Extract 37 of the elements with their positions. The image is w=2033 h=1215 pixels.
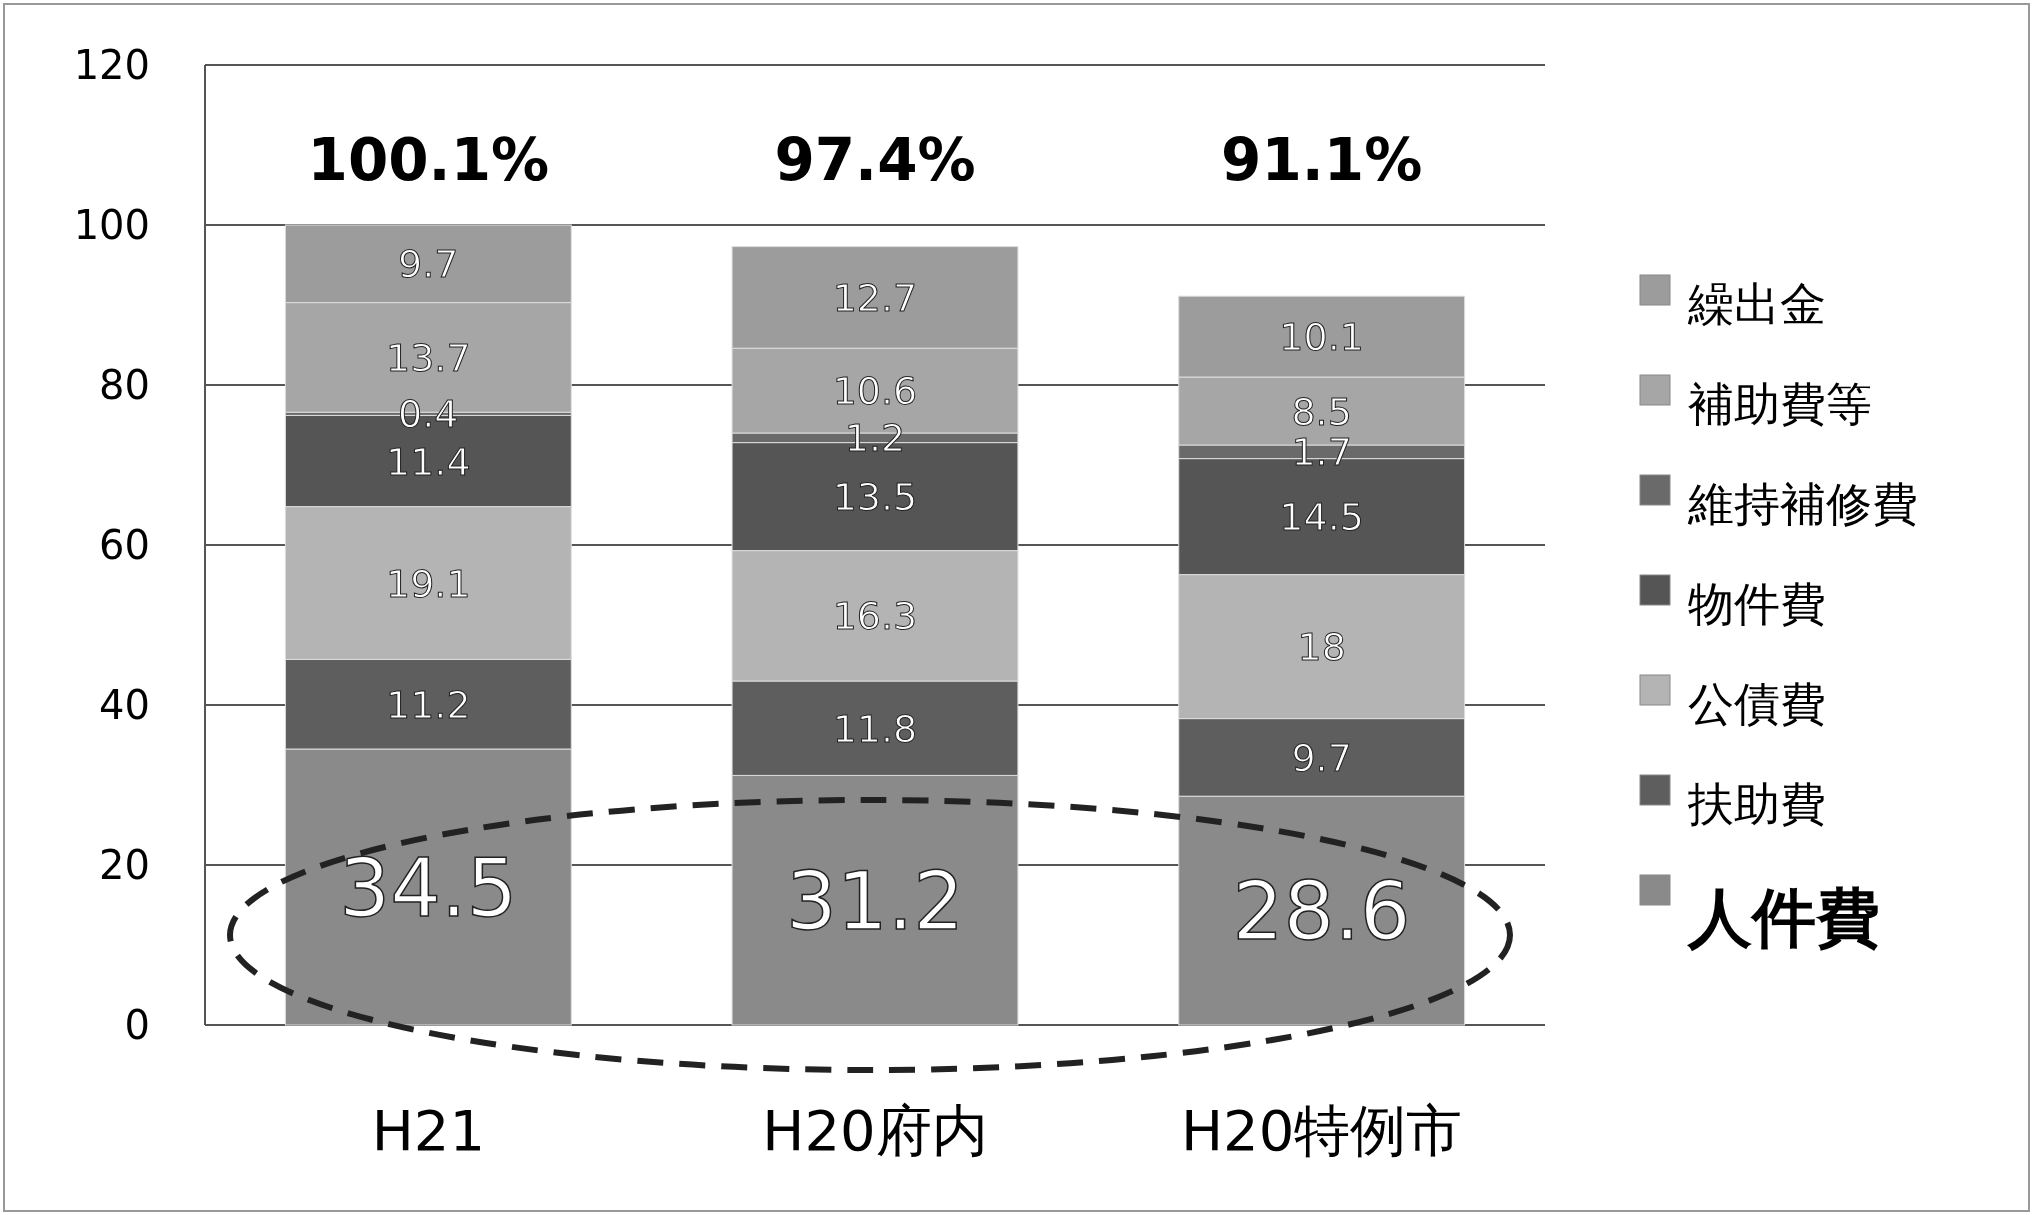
total-label: 97.4% xyxy=(774,126,976,194)
data-label: 9.7 xyxy=(398,242,459,287)
x-tick-label: H20府内 xyxy=(762,1098,988,1163)
legend-label: 人件費 xyxy=(1686,881,1880,955)
data-label: 13.5 xyxy=(832,475,918,520)
legend-label: 扶助費 xyxy=(1687,777,1826,831)
legend-label: 公債費 xyxy=(1688,677,1826,731)
legend-label: 繰出金 xyxy=(1687,277,1826,331)
legend-label: 維持補修費 xyxy=(1687,477,1918,531)
y-tick-label: 80 xyxy=(99,362,150,408)
data-label: 31.2 xyxy=(785,855,965,948)
y-tick-label: 0 xyxy=(124,1002,150,1048)
x-tick-label: H20特例市 xyxy=(1180,1098,1463,1163)
data-label: 16.3 xyxy=(832,594,918,639)
y-tick-label: 40 xyxy=(99,682,150,728)
data-label: 28.6 xyxy=(1232,865,1411,959)
legend-label: 補助費等 xyxy=(1688,377,1872,431)
data-label: 19.1 xyxy=(386,561,471,606)
data-label: 14.5 xyxy=(1279,495,1364,540)
data-label: 10.6 xyxy=(832,369,918,414)
data-label: 13.7 xyxy=(386,336,471,381)
legend-label: 物件費 xyxy=(1688,577,1826,631)
data-label: 11.8 xyxy=(832,706,918,751)
data-label: 18 xyxy=(1297,625,1346,670)
total-label: 100.1% xyxy=(307,126,550,194)
y-tick-label: 120 xyxy=(73,42,150,88)
data-label: 8.5 xyxy=(1291,389,1352,434)
data-label: 11.4 xyxy=(386,439,471,484)
data-label: 34.5 xyxy=(339,841,518,935)
data-label: 9.7 xyxy=(1291,736,1352,781)
data-label: 12.7 xyxy=(832,276,918,321)
y-tick-label: 100 xyxy=(73,202,150,248)
x-tick-label: H21 xyxy=(371,1098,486,1163)
total-label: 91.1% xyxy=(1221,126,1423,194)
y-tick-label: 60 xyxy=(99,522,150,568)
y-tick-label: 20 xyxy=(99,842,150,888)
data-label: 10.1 xyxy=(1279,315,1364,360)
